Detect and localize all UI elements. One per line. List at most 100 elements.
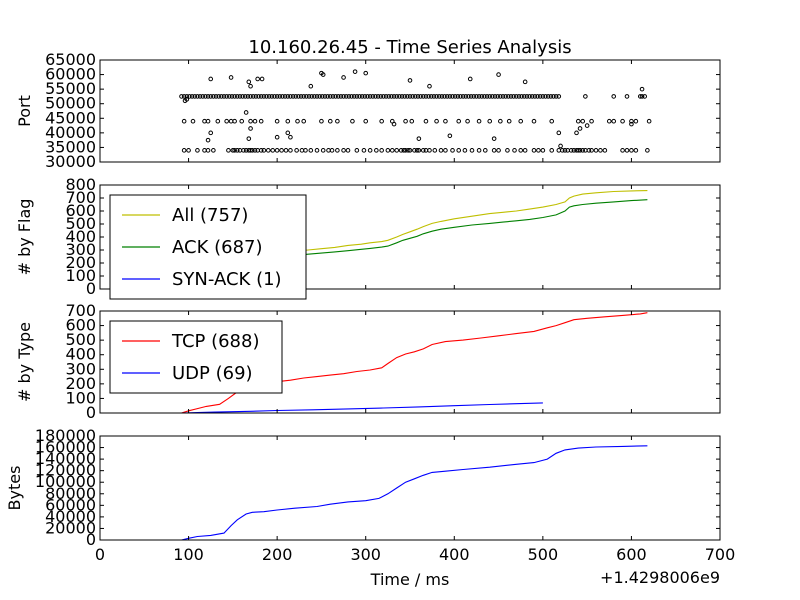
legend: TCP (688) UDP (69) <box>109 320 283 394</box>
scatter-point <box>357 94 362 99</box>
scatter-point <box>319 118 324 124</box>
scatter-point <box>443 148 448 153</box>
scatter-point <box>265 148 271 153</box>
scatter-point <box>320 94 325 99</box>
y-tick-label: 700 <box>65 301 96 320</box>
scatter-point <box>215 118 221 124</box>
scatter-point <box>414 148 420 153</box>
scatter-point <box>575 148 581 153</box>
y-tick-label: 65000 <box>45 50 96 69</box>
scatter-point <box>232 94 237 99</box>
y-tick-label: 140000 <box>35 449 96 468</box>
scatter-point <box>584 123 590 128</box>
scatter-point <box>413 94 418 99</box>
scatter-point <box>462 148 468 153</box>
scatter-point <box>242 94 248 99</box>
scatter-point <box>317 94 322 99</box>
scatter-point <box>556 94 562 99</box>
scatter-point <box>646 118 652 124</box>
scatter-point <box>452 94 458 99</box>
scatter-point <box>398 148 404 153</box>
scatter-point <box>420 148 426 153</box>
legend-label: SYN-ACK (1) <box>172 269 282 290</box>
scatter-point <box>427 83 432 89</box>
scatter-point <box>629 118 634 124</box>
scatter-point <box>325 94 330 99</box>
scatter-point <box>211 94 216 99</box>
scatter-point <box>456 118 462 124</box>
scatter-point <box>403 118 408 124</box>
y-axis-label: # by Type <box>15 322 34 402</box>
scatter-point <box>184 97 190 102</box>
scatter-point <box>498 94 503 99</box>
scatter-point <box>458 94 463 99</box>
scatter-point <box>518 148 524 153</box>
scatter-point <box>250 94 256 99</box>
scatter-point <box>495 94 500 99</box>
scatter-point <box>503 94 508 99</box>
scatter-point <box>296 94 301 99</box>
scatter-point <box>288 94 293 99</box>
scatter-point <box>378 94 384 99</box>
scatter-point <box>370 94 376 99</box>
y-tick-label: 200 <box>65 253 96 272</box>
scatter-point <box>274 94 280 99</box>
scatter-point <box>479 94 485 99</box>
legend: All (757) ACK (687) SYN-ACK (1) <box>109 194 307 300</box>
scatter-point <box>532 94 538 99</box>
scatter-point <box>491 136 497 141</box>
scatter-point <box>197 94 203 99</box>
scatter-point <box>264 94 269 99</box>
scatter-point <box>645 148 650 153</box>
scatter-point <box>365 94 370 99</box>
scatter-point <box>187 94 192 99</box>
scatter-point <box>190 118 196 124</box>
scatter-point <box>549 118 555 124</box>
scatter-point <box>216 94 221 99</box>
scatter-point <box>274 134 280 140</box>
scatter-point <box>294 148 299 153</box>
scatter-point <box>352 69 358 74</box>
scatter-point <box>577 126 583 131</box>
scatter-point <box>327 94 333 99</box>
scatter-point <box>434 118 439 124</box>
scatter-point <box>577 148 583 153</box>
scatter-point <box>562 148 568 153</box>
scatter-point <box>540 148 546 153</box>
scatter-point <box>506 118 512 124</box>
scatter-point <box>407 78 413 83</box>
y-tick-label: 180000 <box>35 426 96 445</box>
scatter-point <box>522 148 528 153</box>
y-tick-label: 55000 <box>45 79 96 98</box>
scatter-point <box>447 133 453 139</box>
scatter-point <box>482 148 488 153</box>
scatter-point <box>243 110 249 115</box>
y-tick-label: 20000 <box>45 518 96 537</box>
scatter-point <box>558 143 563 149</box>
scatter-point <box>439 94 445 99</box>
scatter-point <box>279 148 284 153</box>
y-tick-label: 80000 <box>45 484 96 503</box>
scatter-point <box>203 94 208 99</box>
scatter-point <box>586 148 592 153</box>
y-tick-label: 500 <box>65 214 96 233</box>
scatter-point <box>293 94 299 99</box>
scatter-point <box>383 94 389 99</box>
scatter-point <box>252 148 258 153</box>
scatter-point <box>568 148 574 153</box>
scatter-point <box>511 94 516 99</box>
x-tick-label: 100 <box>173 545 204 564</box>
scatter-point <box>272 94 277 99</box>
scatter-point <box>312 94 317 99</box>
y-tick-label: 120000 <box>35 461 96 480</box>
y-tick-label: 200 <box>65 374 96 393</box>
scatter-point <box>423 118 429 124</box>
series-line-2 <box>181 402 543 414</box>
scatter-point <box>527 94 532 99</box>
scatter-point <box>431 94 437 99</box>
scatter-point <box>243 148 249 153</box>
scatter-point <box>405 94 410 99</box>
legend-box <box>109 320 283 394</box>
scatter-point <box>540 94 546 99</box>
